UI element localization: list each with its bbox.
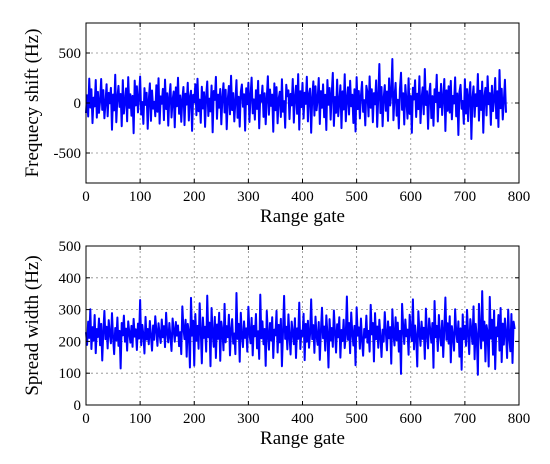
- y-tick-label: 500: [59, 46, 82, 62]
- x-tick-label: 800: [508, 411, 531, 427]
- x-tick-label: 700: [454, 411, 477, 427]
- x-axis-label: Range gate: [260, 428, 345, 449]
- x-tick-label: 300: [237, 189, 260, 205]
- y-tick-label: 200: [59, 334, 82, 350]
- chart-panel-2: 0 100 200 300 400 500 600 700 800 0 100 200 300 400 50…: [22, 239, 530, 449]
- x-tick-label: 100: [129, 411, 152, 427]
- y-tick-label: 400: [59, 271, 82, 287]
- x-tick-label: 200: [183, 189, 206, 205]
- x-tick-label: 500: [345, 411, 368, 427]
- y-tick-label: 100: [59, 366, 82, 382]
- y-tick-label: -500: [54, 146, 82, 162]
- x-tick-label: 200: [183, 411, 206, 427]
- y-axis-label: Spread width (Hz): [22, 255, 43, 395]
- y-tick-label: 0: [74, 398, 82, 414]
- x-tick-label: 600: [400, 411, 423, 427]
- y-tick-label: 500: [59, 239, 82, 255]
- x-axis-label: Range gate: [260, 206, 345, 227]
- x-tick-label: 800: [508, 189, 531, 205]
- y-tick-label: 300: [59, 303, 82, 319]
- x-tick-label: 100: [129, 189, 152, 205]
- x-tick-label: 700: [454, 189, 477, 205]
- series-line: [85, 290, 516, 376]
- x-tick-label: 400: [291, 189, 314, 205]
- x-tick-label: 500: [345, 189, 368, 205]
- y-tick-label: 0: [74, 96, 82, 112]
- x-tick-label: 600: [400, 189, 423, 205]
- series-line: [85, 58, 508, 140]
- x-tick-label: 0: [82, 189, 90, 205]
- x-tick-label: 300: [237, 411, 260, 427]
- x-tick-label: 0: [82, 411, 90, 427]
- x-tick-label: 400: [291, 411, 314, 427]
- y-axis-label: Frequecy shift (Hz): [22, 29, 43, 178]
